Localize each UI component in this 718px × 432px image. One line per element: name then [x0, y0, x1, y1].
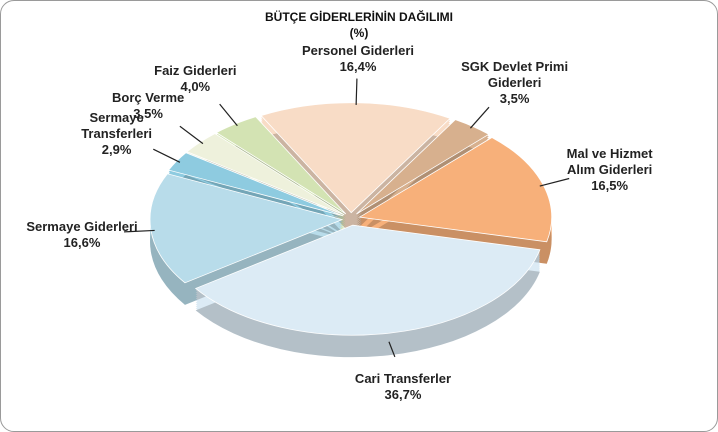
value-label: 3,5% — [499, 90, 530, 106]
leader-line — [539, 177, 570, 187]
leader-line — [153, 148, 181, 163]
category-label: Borç Verme — [111, 89, 185, 105]
leader-line — [124, 229, 155, 233]
value-label: 16,4% — [339, 59, 377, 74]
title-block: BÜTÇE GİDERLERİNİN DAĞILIMI (%) — [1, 9, 717, 41]
value-label: 36,7% — [384, 387, 422, 403]
leader-line — [179, 125, 204, 145]
leader-line — [219, 103, 238, 127]
slice — [149, 173, 344, 284]
slice-label: SGK Devlet Primi Giderleri 3,5% — [455, 59, 575, 107]
category-label: Cari Transferler — [354, 371, 452, 387]
category-label: Sermaye Transferleri — [81, 109, 153, 141]
slice-label: Cari Transferler 36,7% — [355, 371, 451, 403]
slice-label: Faiz Giderleri 4,0% — [154, 63, 236, 95]
leader-line — [355, 78, 358, 105]
category-label: Faiz Giderleri — [154, 63, 237, 78]
category-label: Sermaye Giderleri — [26, 218, 138, 234]
slice-label: Personel Giderleri 16,4% — [302, 43, 414, 75]
value-label: 16,6% — [63, 234, 101, 250]
chart-title: BÜTÇE GİDERLERİNİN DAĞILIMI — [265, 10, 453, 24]
value-label: 4,0% — [180, 79, 211, 94]
slice-label: Sermaye Giderleri 16,6% — [26, 219, 137, 251]
category-label: Personel Giderleri — [302, 43, 415, 58]
leader-line — [469, 106, 490, 129]
category-label: SGK Devlet Primi Giderleri — [461, 58, 569, 90]
chart-subtitle: (%) — [349, 26, 369, 40]
slice-label: Borç Verme 3,5% — [112, 90, 184, 122]
slice — [194, 224, 541, 336]
leader-line — [388, 341, 396, 358]
slice-label: Sermaye Transferleri 2,9% — [57, 110, 177, 158]
value-label: 2,9% — [101, 141, 132, 157]
value-label: 16,5% — [591, 177, 629, 193]
slice-label: Mal ve Hizmet Alım Giderleri 16,5% — [556, 146, 663, 194]
category-label: Mal ve Hizmet Alım Giderleri — [566, 145, 653, 177]
value-label: 3,5% — [133, 105, 163, 121]
